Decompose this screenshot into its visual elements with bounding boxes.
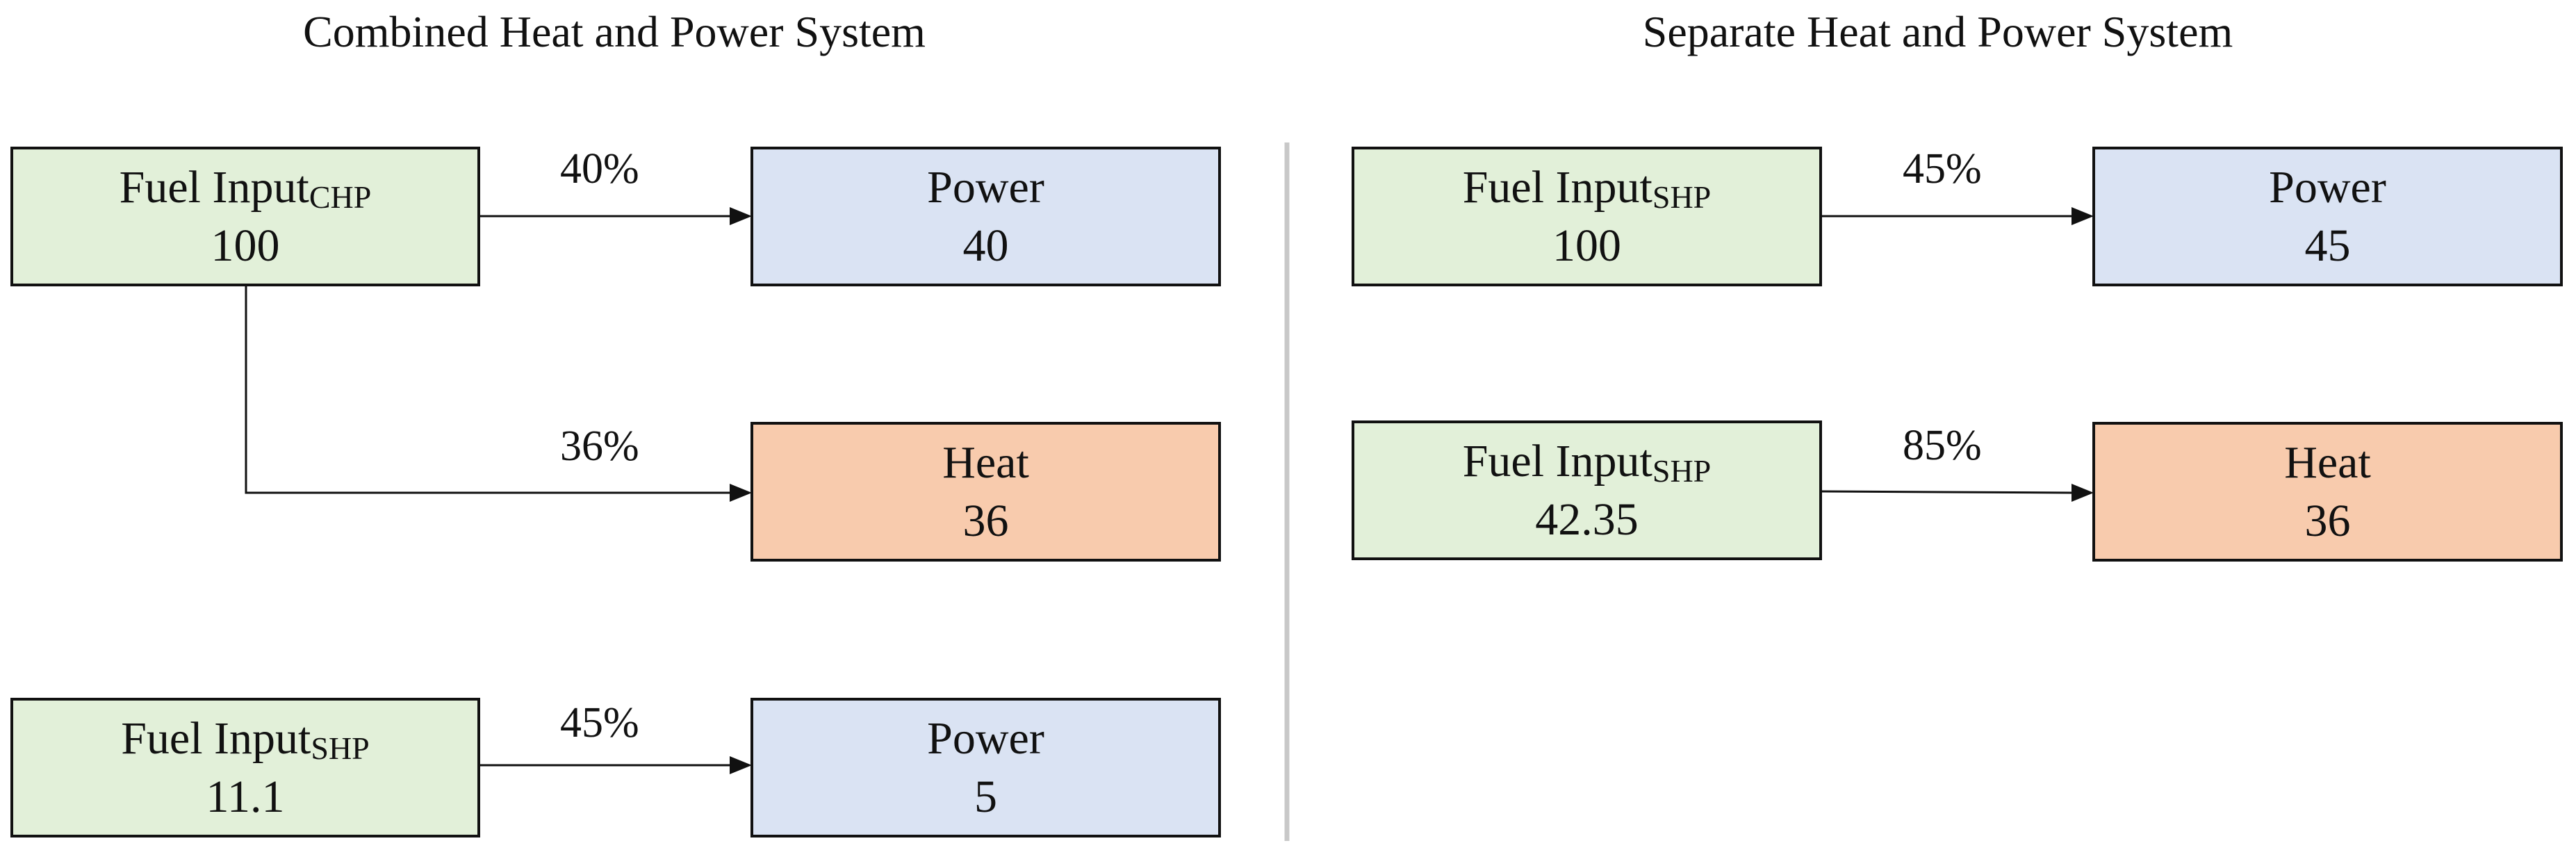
shp-section-title: Separate Heat and Power System	[1642, 7, 2233, 56]
chp-shp-power-arrowhead	[730, 756, 752, 774]
chp-heat-efficiency-label: 36%	[560, 423, 639, 470]
chp-power-label: Power	[927, 161, 1044, 213]
chp-fuel-input-value: 100	[211, 220, 280, 271]
shp-fuel-input-heat-label: Fuel InputSHP	[1462, 435, 1712, 489]
shp-power-arrowhead	[2072, 207, 2094, 225]
chp-power-value: 40	[962, 220, 1009, 271]
chp-shp-power-label: Power	[927, 712, 1044, 764]
shp-fuel-input-heat-subscript: SHP	[1652, 452, 1712, 489]
shp-heat-efficiency-label: 85%	[1903, 422, 1982, 469]
chp-heat-label: Heat	[942, 436, 1029, 488]
chp-power-box: Power 40	[750, 147, 1221, 286]
chp-shp-power-value: 5	[974, 771, 997, 822]
chp-shp-power-box: Power 5	[750, 698, 1221, 837]
shp-fuel-input-power-label: Fuel InputSHP	[1462, 161, 1712, 215]
shp-fuel-input-power-value: 100	[1552, 220, 1621, 271]
shp-power-box: Power 45	[2092, 147, 2563, 286]
shp-fuel-input-power-subscript: SHP	[1652, 179, 1712, 215]
shp-power-value: 45	[2304, 220, 2351, 271]
chp-power-efficiency-label: 40%	[560, 145, 639, 193]
shp-heat-flow-line	[1821, 490, 2072, 494]
shp-power-efficiency-label: 45%	[1903, 145, 1982, 193]
shp-power-label: Power	[2269, 161, 2386, 213]
chp-shp-fuel-input-box: Fuel InputSHP 11.1	[10, 698, 480, 837]
shp-fuel-input-heat-box: Fuel InputSHP 42.35	[1352, 420, 1822, 560]
chp-section-title: Combined Heat and Power System	[303, 7, 926, 56]
shp-heat-value: 36	[2304, 495, 2351, 546]
chp-fuel-input-subscript: CHP	[309, 179, 372, 215]
shp-heat-label: Heat	[2284, 436, 2371, 488]
chp-shp-fuel-input-label: Fuel InputSHP	[121, 712, 370, 766]
shp-heat-box: Heat 36	[2092, 422, 2563, 562]
chp-heat-arrowhead	[730, 484, 752, 502]
shp-fuel-input-power-box: Fuel InputSHP 100	[1352, 147, 1822, 286]
chp-heat-box: Heat 36	[750, 422, 1221, 562]
shp-fuel-input-heat-value: 42.35	[1535, 493, 1639, 545]
chp-fuel-input-box: Fuel InputCHP 100	[10, 147, 480, 286]
chp-shp-fuel-input-subscript: SHP	[311, 730, 370, 766]
chp-power-arrowhead	[730, 207, 752, 225]
chp-heat-flow-line	[245, 286, 730, 494]
shp-heat-arrowhead	[2072, 484, 2094, 502]
chp-shp-power-efficiency-label: 45%	[560, 699, 639, 746]
chp-fuel-input-label: Fuel InputCHP	[119, 161, 372, 215]
chp-heat-value: 36	[962, 495, 1009, 546]
chp-shp-fuel-input-value: 11.1	[206, 771, 285, 822]
